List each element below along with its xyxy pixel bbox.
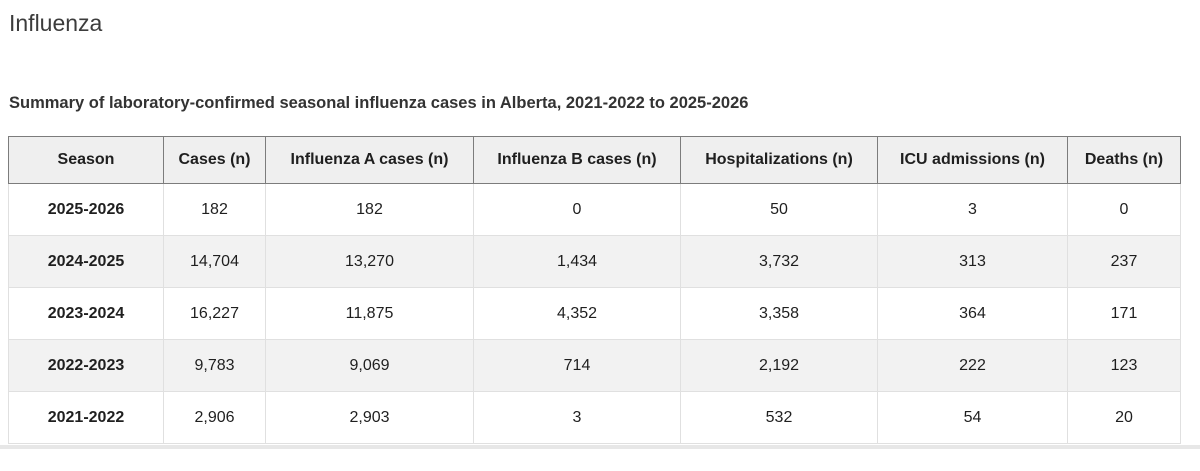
value-cell: 9,069 bbox=[265, 339, 474, 392]
table-row: 2024-2025 14,704 13,270 1,434 3,732 313 237 bbox=[8, 235, 1181, 288]
value-cell: 4,352 bbox=[473, 287, 681, 340]
value-cell: 0 bbox=[473, 183, 681, 236]
table-row: 2025-2026 182 182 0 50 3 0 bbox=[8, 183, 1181, 236]
value-cell: 2,906 bbox=[163, 391, 266, 444]
influenza-summary-table: Season Cases (n) Influenza A cases (n) Infl… bbox=[8, 136, 1181, 444]
season-cell: 2021-2022 bbox=[8, 391, 164, 444]
value-cell: 182 bbox=[265, 183, 474, 236]
column-header-0: Season bbox=[8, 136, 164, 184]
value-cell: 171 bbox=[1067, 287, 1181, 340]
season-cell: 2023-2024 bbox=[8, 287, 164, 340]
table-row: 2021-2022 2,906 2,903 3 532 54 20 bbox=[8, 391, 1181, 444]
value-cell: 54 bbox=[877, 391, 1068, 444]
value-cell: 20 bbox=[1067, 391, 1181, 444]
season-cell: 2025-2026 bbox=[8, 183, 164, 236]
value-cell: 532 bbox=[680, 391, 878, 444]
value-cell: 0 bbox=[1067, 183, 1181, 236]
column-header-6: Deaths (n) bbox=[1067, 136, 1181, 184]
value-cell: 50 bbox=[680, 183, 878, 236]
value-cell: 3,732 bbox=[680, 235, 878, 288]
value-cell: 1,434 bbox=[473, 235, 681, 288]
column-header-3: Influenza B cases (n) bbox=[473, 136, 681, 184]
value-cell: 13,270 bbox=[265, 235, 474, 288]
value-cell: 14,704 bbox=[163, 235, 266, 288]
value-cell: 123 bbox=[1067, 339, 1181, 392]
value-cell: 16,227 bbox=[163, 287, 266, 340]
value-cell: 3 bbox=[473, 391, 681, 444]
value-cell: 182 bbox=[163, 183, 266, 236]
table-caption: Summary of laboratory-confirmed seasonal… bbox=[9, 94, 749, 112]
table-row: 2022-2023 9,783 9,069 714 2,192 222 123 bbox=[8, 339, 1181, 392]
column-header-1: Cases (n) bbox=[163, 136, 266, 184]
value-cell: 364 bbox=[877, 287, 1068, 340]
value-cell: 714 bbox=[473, 339, 681, 392]
page-title: Influenza bbox=[9, 10, 103, 36]
season-cell: 2022-2023 bbox=[8, 339, 164, 392]
table-row: 2023-2024 16,227 11,875 4,352 3,358 364 171 bbox=[8, 287, 1181, 340]
value-cell: 313 bbox=[877, 235, 1068, 288]
table-body: 2025-2026 182 182 0 50 3 0 2024-2025 14,704 13,27… bbox=[8, 183, 1181, 444]
value-cell: 3,358 bbox=[680, 287, 878, 340]
season-cell: 2024-2025 bbox=[8, 235, 164, 288]
value-cell: 2,903 bbox=[265, 391, 474, 444]
column-header-4: Hospitalizations (n) bbox=[680, 136, 878, 184]
horizontal-scrollbar-track[interactable] bbox=[0, 445, 1200, 449]
value-cell: 237 bbox=[1067, 235, 1181, 288]
value-cell: 222 bbox=[877, 339, 1068, 392]
value-cell: 9,783 bbox=[163, 339, 266, 392]
column-header-2: Influenza A cases (n) bbox=[265, 136, 474, 184]
table-header-row: Season Cases (n) Influenza A cases (n) Infl… bbox=[8, 136, 1181, 184]
value-cell: 11,875 bbox=[265, 287, 474, 340]
value-cell: 3 bbox=[877, 183, 1068, 236]
column-header-5: ICU admissions (n) bbox=[877, 136, 1068, 184]
value-cell: 2,192 bbox=[680, 339, 878, 392]
